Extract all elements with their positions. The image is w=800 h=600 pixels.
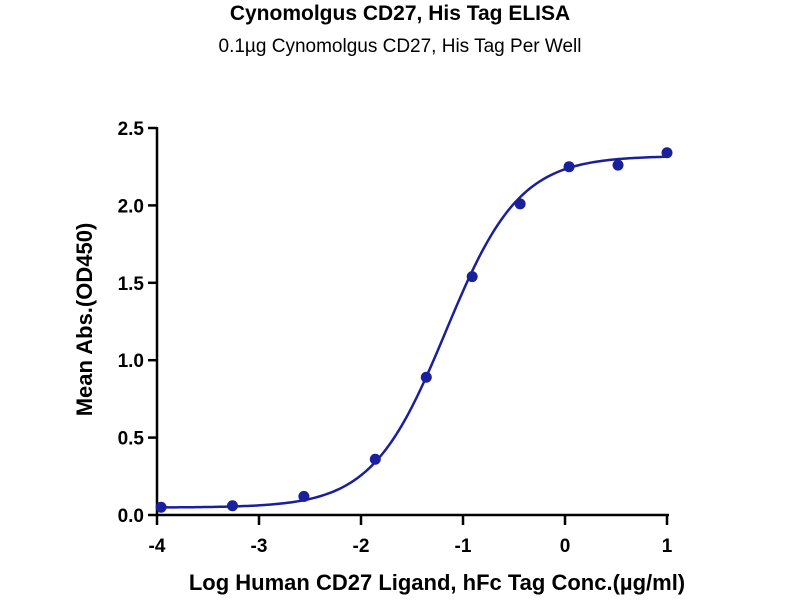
y-tick-label: 0.0 [118,506,144,527]
x-axis-label: Log Human CD27 Ligand, hFc Tag Conc.(µg/… [189,570,685,595]
data-point [466,271,478,283]
y-tick-label: 1.5 [118,274,145,295]
data-point [514,198,526,210]
x-tick-label: 0 [560,536,571,557]
data-points [155,147,673,513]
data-point [226,500,238,512]
data-point [661,147,673,159]
chart-title: Cynomolgus CD27, His Tag ELISA [229,2,571,25]
y-tick-label: 0.5 [118,429,145,450]
data-point [369,453,381,465]
x-tick-label: -1 [455,536,472,557]
y-tick-label: 1.0 [118,351,144,372]
axes: 0.0 0.5 1.0 1.5 2.0 2.5 -4 -3 -2 -1 0 1 [118,119,673,557]
data-point [563,161,575,173]
y-tick-label: 2.5 [118,119,145,140]
x-tick-label: -2 [353,536,370,557]
fit-curve [161,155,668,509]
fit-curve-layer [161,155,668,509]
y-tick-label: 2.0 [118,196,144,217]
data-point [612,159,624,171]
chart-subtitle: 0.1µg Cynomolgus CD27, His Tag Per Well [218,36,582,57]
data-point [420,371,432,383]
x-tick-label: 1 [662,536,673,557]
x-tick-label: -4 [149,536,166,557]
y-axis-label: Mean Abs.(OD450) [72,223,97,417]
data-point [298,490,310,502]
data-point [155,501,167,513]
x-tick-label: -3 [251,536,268,557]
